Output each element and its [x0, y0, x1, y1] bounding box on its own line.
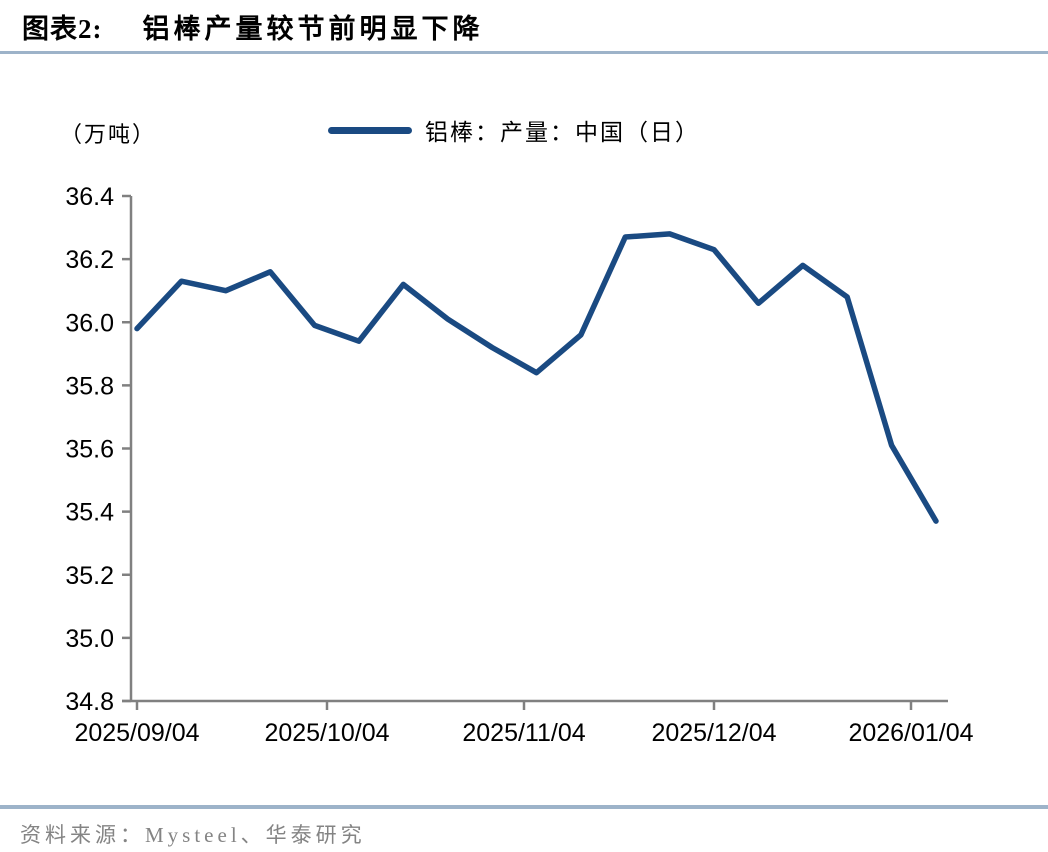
y-axis-tick-label: 35.2 [65, 562, 114, 590]
x-axis-tick-label: 2025/10/04 [264, 719, 389, 747]
y-axis-tick-label: 34.8 [65, 688, 114, 716]
chart-title-text: 铝棒产量较节前明显下降 [142, 14, 484, 44]
chart-title: 图表2: 铝棒产量较节前明显下降 [22, 7, 484, 46]
series-line [134, 231, 939, 524]
legend-line-swatch [328, 126, 412, 134]
x-axis-tick-label: 2025/09/04 [74, 719, 199, 747]
y-axis-unit-label: （万吨） [60, 122, 157, 147]
source-note: 资料来源：Mysteel、华泰研究 [20, 823, 366, 847]
x-axis-tick-label: 2025/11/04 [462, 719, 585, 747]
chart-number-label: 图表2: [22, 14, 103, 44]
y-axis-tick-label: 35.4 [65, 499, 114, 527]
footer-rule [0, 805, 1048, 809]
title-underline-rule [0, 51, 1048, 54]
y-axis-tick-label: 35.0 [65, 625, 114, 653]
y-axis-tick-label: 36.0 [65, 309, 114, 337]
x-axis-tick-label: 2026/01/04 [848, 719, 973, 747]
y-axis-tick-label: 35.6 [65, 436, 114, 464]
legend: 铝棒：产量：中国（日） [328, 112, 700, 148]
legend-series-label: 铝棒：产量：中国（日） [425, 120, 700, 145]
y-axis-tick-label: 35.8 [65, 372, 114, 400]
y-axis-tick-label: 36.2 [65, 246, 114, 274]
x-axis-tick-label: 2025/12/04 [651, 719, 776, 747]
y-axis-tick-label: 36.4 [65, 183, 114, 211]
